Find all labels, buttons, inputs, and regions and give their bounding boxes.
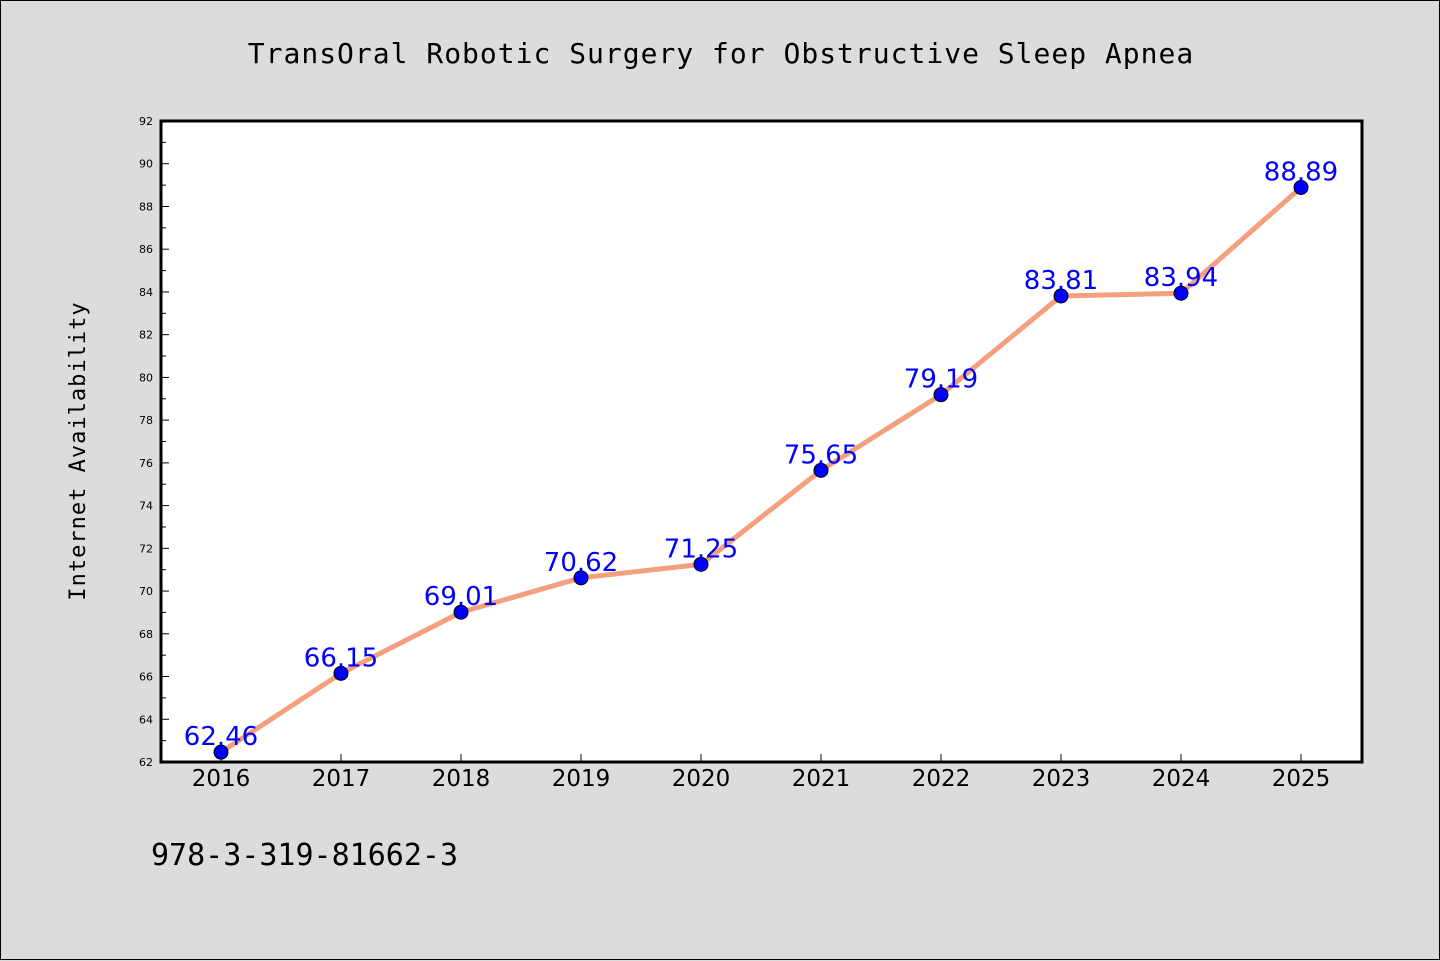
data-point xyxy=(1053,288,1069,304)
x-tick-label: 2022 xyxy=(912,766,971,792)
y-tick-label: 82 xyxy=(139,329,153,342)
y-tick-label: 72 xyxy=(139,542,153,555)
x-tick-label: 2018 xyxy=(432,766,491,792)
data-label: 62.46 xyxy=(184,722,258,752)
y-tick-label: 80 xyxy=(139,371,153,384)
x-tick-label: 2025 xyxy=(1272,766,1331,792)
data-label: 66.15 xyxy=(304,643,378,673)
data-point xyxy=(213,744,229,760)
y-tick-label: 70 xyxy=(139,585,153,598)
data-point xyxy=(1173,285,1189,301)
data-label: 88.89 xyxy=(1264,157,1338,187)
x-tick-label: 2017 xyxy=(312,766,371,792)
data-labels: 62.46 66.15 69.01 70.62 71.25 75.65 79.19 83.81… xyxy=(184,157,1338,752)
data-point xyxy=(453,604,469,620)
chart-title: TransOral Robotic Surgery for Obstructiv… xyxy=(248,37,1194,70)
data-label: 75.65 xyxy=(784,440,858,470)
data-label: 83.81 xyxy=(1024,266,1098,296)
plot-area xyxy=(159,119,1364,764)
data-label: 71.25 xyxy=(664,534,738,564)
y-tick-label: 92 xyxy=(139,115,153,128)
y-tick-label: 74 xyxy=(139,500,153,513)
y-tick-label: 78 xyxy=(139,414,153,427)
footer-isbn: 978-3-319-81662-3 xyxy=(151,838,458,873)
y-tick-label: 84 xyxy=(139,286,153,299)
data-label: 70.62 xyxy=(544,548,618,578)
y-axis: 62 64 66 68 70 72 74 76 78 80 82 84 86 88 90 92 xyxy=(139,115,169,769)
y-tick-label: 76 xyxy=(139,457,153,470)
data-label: 69.01 xyxy=(424,582,498,612)
x-tick-label: 2023 xyxy=(1032,766,1091,792)
y-tick-label: 90 xyxy=(139,158,153,171)
y-tick-label: 88 xyxy=(139,200,153,213)
data-markers xyxy=(213,179,1309,760)
data-point xyxy=(933,387,949,403)
data-label: 79.19 xyxy=(904,365,978,395)
data-label: 83.94 xyxy=(1144,263,1218,293)
x-tick-label: 2020 xyxy=(672,766,731,792)
y-axis-label: Internet Availability xyxy=(66,301,91,600)
data-point xyxy=(333,665,349,681)
data-point xyxy=(813,462,829,478)
data-point xyxy=(573,570,589,586)
y-tick-label: 66 xyxy=(139,671,153,684)
y-tick-label: 64 xyxy=(139,713,153,726)
series-line xyxy=(218,184,1304,755)
x-tick-label: 2021 xyxy=(792,766,851,792)
x-tick-label: 2016 xyxy=(192,766,251,792)
y-tick-label: 86 xyxy=(139,243,153,256)
x-tick-label: 2024 xyxy=(1152,766,1211,792)
y-tick-label: 68 xyxy=(139,628,153,641)
y-tick-label: 62 xyxy=(139,756,153,769)
data-point xyxy=(693,556,709,572)
x-tick-label: 2019 xyxy=(552,766,611,792)
x-axis: 2016 2017 2018 2019 2020 2021 2022 2023 2024 2025 xyxy=(192,754,1331,792)
data-point xyxy=(1293,179,1309,195)
